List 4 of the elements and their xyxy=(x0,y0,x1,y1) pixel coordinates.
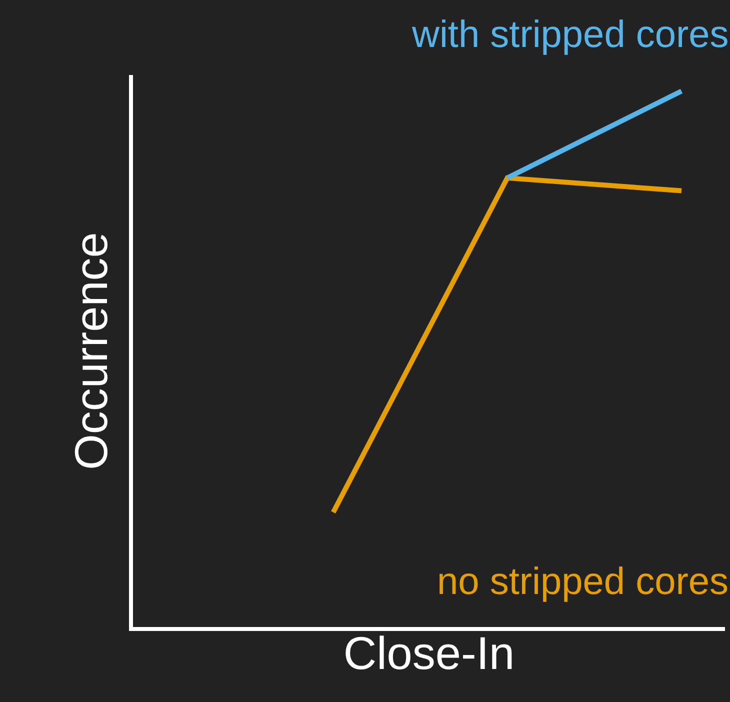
y-axis-title: Occurrence xyxy=(64,232,117,470)
text: no stripped cores xyxy=(437,561,728,603)
x-axis-title: Close-In xyxy=(343,627,515,680)
series-label: with stripped cores xyxy=(411,14,729,56)
